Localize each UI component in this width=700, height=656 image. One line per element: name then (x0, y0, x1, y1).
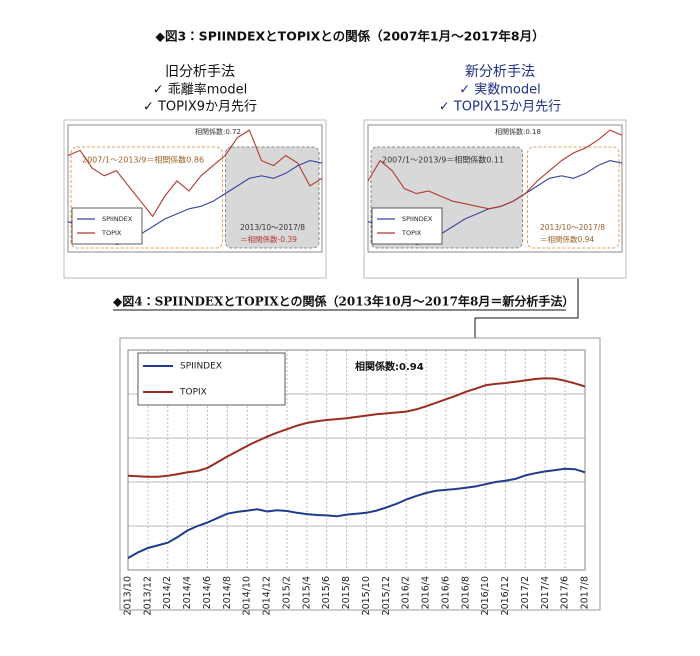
chart: SPIINDEX TOPIX 相関係数:0.18 2007/1～2013/9＝相関係数… (363, 119, 627, 279)
annotation: 2013/10～2017/8 (540, 223, 605, 232)
shaded-period (224, 146, 320, 249)
legend-label: SPIINDEX (402, 215, 433, 223)
legend-label: SPIINDEX (180, 362, 222, 372)
x-tick-label: 2015/10 (361, 576, 372, 615)
series-line (127, 377, 586, 478)
x-tick-label: 2014/8 (222, 576, 233, 609)
old-method-item: ✓ 乖離率model (153, 83, 248, 98)
x-tick-label: 2015/8 (341, 576, 352, 609)
annotation: 2013/10～2017/8 (240, 223, 305, 232)
x-tick-label: 2017/8 (580, 576, 591, 609)
x-tick-label: 2016/10 (480, 576, 491, 615)
x-tick-label: 2016/6 (440, 576, 451, 609)
x-tick-label: 2013/12 (142, 576, 153, 615)
x-tick-label: 2016/8 (460, 576, 471, 609)
x-tick-label: 2015/4 (301, 576, 312, 609)
annotation: 相関係数:0.72 (195, 127, 241, 136)
chart: 2013/10 2013/12 2014/2 2014/4 2014/6 2014/8 20… (119, 337, 601, 615)
series-line (127, 467, 586, 559)
legend-box (371, 207, 443, 245)
legend-label: TOPIX (101, 229, 122, 237)
old-method-item: ✓ TOPIX9か月先行 (143, 100, 257, 115)
x-tick-label: 2014/10 (242, 576, 253, 615)
series-line (67, 129, 323, 218)
new-method-heading: 新分析手法 (465, 64, 535, 80)
annotation: 相関係数:0.18 (495, 127, 541, 136)
old-method-heading: 旧分析手法 (165, 64, 235, 80)
x-tick-label: 2014/12 (262, 576, 273, 615)
x-tick-label: 2017/4 (540, 576, 551, 609)
x-tick-label: 2014/2 (162, 576, 173, 609)
new-method-item: ✓ 実数model (459, 82, 541, 98)
annotation: 相関係数:0.94 (355, 360, 424, 373)
x-tick-label: 2014/4 (182, 576, 193, 609)
x-tick-label: 2016/4 (421, 576, 432, 609)
annotation: 2007/1～2013/9＝相関係数0.86 (82, 155, 204, 165)
period-box (70, 146, 223, 249)
x-tick-label: 2016/12 (500, 576, 511, 615)
legend-box (71, 207, 143, 245)
new-method-item: ✓ TOPIX15か月先行 (439, 100, 561, 115)
x-tick-label: 2015/12 (381, 576, 392, 615)
plot-area (127, 349, 586, 571)
plot-area (67, 124, 323, 253)
x-tick-label: 2017/6 (560, 576, 571, 609)
chart: SPIINDEX TOPIX 相関係数:0.72 2007/1～2013/9＝相関係数… (63, 119, 327, 279)
legend-box (137, 352, 286, 406)
arrow (474, 262, 579, 352)
x-tick-label: 2016/2 (401, 576, 412, 609)
x-tick-label: 2013/10 (123, 576, 134, 615)
figure4-title: ◆図4：SPIINDEXとTOPIXとの関係（2013年10月～2017年8月＝… (113, 294, 574, 309)
plot-area (367, 124, 623, 253)
annotation: ＝相関係数-0.39 (240, 234, 297, 244)
figure3-title: ◆図3：SPIINDEXとTOPIXとの関係（2007年1月～2017年8月） (155, 29, 544, 44)
legend-label: SPIINDEX (102, 215, 133, 223)
period-box (526, 146, 620, 249)
annotation: 2007/1～2013/9＝相関係数0.11 (382, 155, 504, 165)
x-tick-label: 2015/2 (281, 576, 292, 609)
x-tick-label: 2015/6 (321, 576, 332, 609)
annotation: ＝相関係数0.94 (540, 234, 594, 244)
legend-label: TOPIX (179, 388, 207, 398)
x-tick-label: 2014/6 (202, 576, 213, 609)
x-tick-label: 2017/2 (520, 576, 531, 609)
legend-label: TOPIX (401, 229, 422, 237)
series-line (367, 129, 623, 210)
